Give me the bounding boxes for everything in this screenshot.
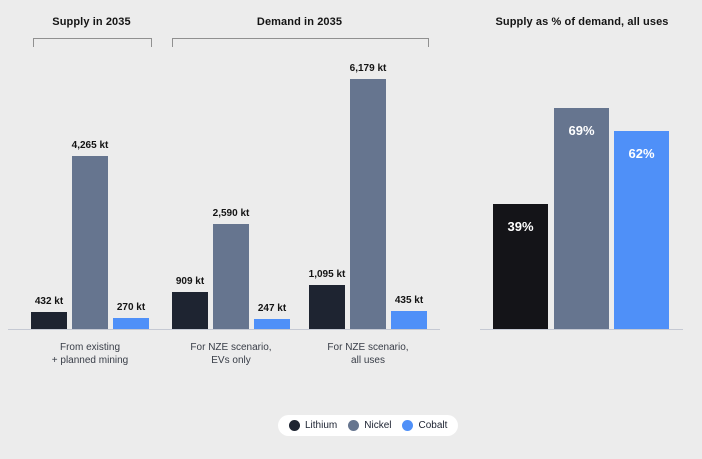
bar-cobalt-group2 bbox=[254, 319, 290, 329]
demand-bracket bbox=[172, 38, 429, 47]
bar-cobalt-group1 bbox=[113, 318, 149, 329]
bar-cobalt-group3 bbox=[391, 311, 427, 329]
legend: Lithium Nickel Cobalt bbox=[278, 415, 459, 436]
category-label-line: + planned mining bbox=[51, 355, 129, 366]
bar-lithium-group2 bbox=[172, 292, 208, 329]
category-label-line: For NZE scenario, bbox=[327, 342, 409, 353]
percent-label: 39% bbox=[507, 219, 534, 234]
supply-section-header: Supply in 2035 bbox=[52, 16, 131, 28]
legend-label-nickel: Nickel bbox=[364, 420, 392, 431]
percent-label: 69% bbox=[568, 123, 595, 138]
bar-value-label: 1,095 kt bbox=[308, 269, 346, 280]
category-label-group2: For NZE scenario, EVs only bbox=[190, 341, 271, 367]
category-label-line: From existing bbox=[59, 342, 121, 353]
x-axis-left-chart bbox=[8, 329, 440, 330]
category-label-line: all uses bbox=[351, 355, 385, 366]
legend-item-nickel: Nickel bbox=[348, 420, 391, 431]
bar-value-label: 247 kt bbox=[257, 303, 287, 314]
legend-label-lithium: Lithium bbox=[305, 420, 338, 431]
nickel-dot-icon bbox=[348, 420, 360, 431]
category-label-line: EVs only bbox=[211, 355, 251, 366]
category-label-line: For NZE scenario, bbox=[190, 342, 272, 353]
lithium-dot-icon bbox=[289, 420, 300, 431]
cobalt-dot-icon bbox=[402, 420, 414, 431]
supply-bracket bbox=[33, 38, 152, 47]
bar-value-label: 435 kt bbox=[394, 295, 424, 306]
ratio-section-header: Supply as % of demand, all uses bbox=[495, 16, 669, 28]
bar-value-label: 2,590 kt bbox=[212, 208, 250, 219]
legend-item-cobalt: Cobalt bbox=[402, 420, 447, 431]
demand-section-header: Demand in 2035 bbox=[256, 16, 343, 28]
bar-lithium-percent bbox=[493, 204, 548, 329]
bar-lithium-group3 bbox=[309, 285, 345, 329]
bar-lithium-group1 bbox=[31, 312, 67, 329]
bar-cobalt-percent bbox=[614, 131, 669, 329]
bar-nickel-group1 bbox=[72, 156, 108, 329]
percent-label: 62% bbox=[628, 146, 655, 161]
bar-nickel-percent bbox=[554, 108, 609, 329]
bar-value-label: 909 kt bbox=[175, 276, 205, 287]
category-label-group3: For NZE scenario, all uses bbox=[327, 341, 408, 367]
category-label-group1: From existing + planned mining bbox=[52, 341, 128, 367]
bar-value-label: 432 kt bbox=[34, 296, 64, 307]
bar-value-label: 4,265 kt bbox=[71, 140, 109, 151]
legend-label-cobalt: Cobalt bbox=[418, 420, 448, 431]
bar-value-label: 270 kt bbox=[116, 302, 146, 313]
bar-nickel-group3 bbox=[350, 79, 386, 329]
bar-value-label: 6,179 kt bbox=[349, 63, 387, 74]
x-axis-right-chart bbox=[480, 329, 683, 330]
legend-item-lithium: Lithium bbox=[289, 420, 337, 431]
bar-nickel-group2 bbox=[213, 224, 249, 329]
